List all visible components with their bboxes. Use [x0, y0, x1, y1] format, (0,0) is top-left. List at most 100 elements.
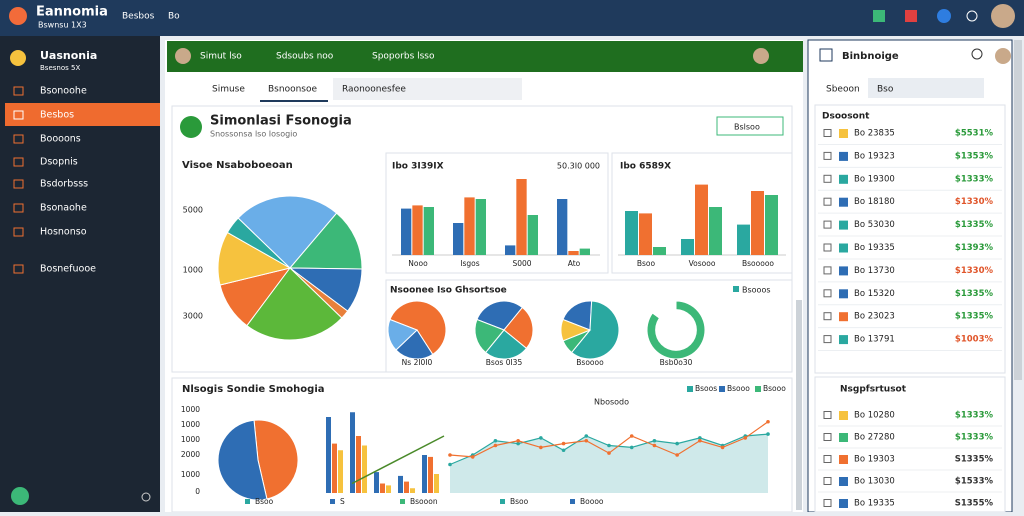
- button[interactable]: [716, 116, 784, 136]
- checkbox[interactable]: [823, 129, 832, 137]
- tab[interactable]: Bsnoonsoe: [268, 85, 317, 95]
- avatar[interactable]: [995, 48, 1011, 64]
- item-icon: [839, 129, 848, 138]
- nav-link[interactable]: Bo: [168, 12, 180, 22]
- nav-link[interactable]: Besbos: [122, 12, 155, 22]
- line-point: [675, 453, 679, 457]
- bar: [568, 251, 579, 255]
- axis-label: 1000: [181, 435, 200, 444]
- checkbox[interactable]: [823, 266, 832, 275]
- axis-label: 0: [195, 487, 200, 496]
- logo[interactable]: [9, 7, 27, 25]
- bar: [374, 472, 379, 493]
- checkbox[interactable]: [823, 312, 832, 321]
- icon[interactable]: [966, 10, 978, 22]
- legend-swatch: [755, 386, 761, 392]
- item-icon: [839, 289, 848, 299]
- line-point: [698, 436, 702, 440]
- pie-label: Bsb0o30: [660, 358, 693, 367]
- axis-label: 1000: [181, 420, 200, 429]
- menu-item[interactable]: Bsonaohe: [40, 203, 87, 214]
- checkbox[interactable]: [823, 477, 832, 485]
- axis-label: 3000: [183, 312, 203, 321]
- chart-label: Nbosodo: [594, 398, 629, 407]
- status-icon[interactable]: [11, 487, 29, 505]
- item-value: $1335%: [955, 312, 994, 322]
- tab[interactable]: Sbeoon: [826, 85, 860, 95]
- bar: [695, 184, 708, 255]
- item-value: $1333%: [955, 174, 994, 184]
- header-link[interactable]: Spoporbs lsso: [372, 52, 435, 62]
- card-subtitle: Snossonsa lso Iosogio: [210, 130, 297, 139]
- line-point: [766, 419, 770, 424]
- line-point: [766, 432, 770, 436]
- item-name: Bo 19303: [854, 455, 895, 465]
- icon[interactable]: [905, 10, 917, 22]
- checkbox[interactable]: [823, 335, 832, 344]
- tab[interactable]: Raonoonesfee: [342, 85, 406, 95]
- checkbox[interactable]: [823, 289, 832, 298]
- menu-item[interactable]: Bsdorbsss: [40, 179, 88, 190]
- pie-slice: [560, 318, 592, 342]
- axis-label: 5000: [183, 206, 203, 215]
- checkbox[interactable]: [823, 220, 832, 229]
- donut-hole: [655, 309, 697, 351]
- checkbox[interactable]: [823, 151, 832, 160]
- menu-item[interactable]: Bsonoohe: [40, 86, 87, 97]
- line-point: [493, 443, 498, 448]
- checkbox[interactable]: [823, 197, 832, 206]
- avatar[interactable]: [753, 48, 769, 64]
- x-label: S: [340, 497, 345, 506]
- header-link[interactable]: Simut lso: [200, 52, 242, 62]
- pie-slice: [237, 195, 338, 269]
- menu-item[interactable]: Boooons: [40, 134, 81, 145]
- tab-box[interactable]: [333, 78, 522, 100]
- line-point: [698, 438, 702, 443]
- tab[interactable]: Simuse: [212, 85, 245, 95]
- pie-slice: [562, 300, 593, 331]
- x-label: Bsoo: [255, 497, 274, 506]
- tab[interactable]: [868, 78, 984, 98]
- menu-item[interactable]: Besbos: [40, 110, 74, 121]
- bar: [625, 211, 638, 255]
- icon[interactable]: [937, 9, 951, 23]
- item-name: Bo 19300: [854, 174, 895, 184]
- menu-item[interactable]: Dsopnis: [40, 157, 78, 168]
- bar: [639, 213, 652, 255]
- eye-icon[interactable]: [141, 492, 151, 502]
- icon[interactable]: [873, 10, 885, 22]
- menu-item[interactable]: Bosnefuooe: [40, 264, 96, 275]
- x-label: Bsooooo: [742, 259, 774, 268]
- checkbox[interactable]: [823, 243, 832, 252]
- section-title: Nsgpfsrtusot: [840, 385, 907, 395]
- chart-title: Ibo 3I39IX: [392, 162, 444, 172]
- checkbox[interactable]: [823, 433, 832, 441]
- scrollbar[interactable]: [1014, 40, 1022, 380]
- legend-swatch: [330, 499, 335, 504]
- checkbox[interactable]: [823, 174, 832, 183]
- bar: [505, 245, 516, 255]
- search-icon[interactable]: [971, 48, 983, 60]
- item-icon: [839, 411, 848, 420]
- item-value: S1335%: [955, 455, 994, 465]
- item-icon: [839, 243, 848, 253]
- header-link[interactable]: Sdsoubs noo: [276, 52, 334, 62]
- panel-header: Binbnoige: [842, 51, 899, 62]
- tab[interactable]: Bso: [877, 85, 894, 95]
- line-point: [516, 438, 520, 443]
- menu-item[interactable]: Hosnonso: [40, 227, 87, 238]
- item-icon: [839, 455, 848, 464]
- checkbox[interactable]: [823, 499, 832, 507]
- scrollbar[interactable]: [796, 300, 802, 510]
- pie-slice: [474, 318, 505, 354]
- x-label: Vosooo: [689, 259, 716, 268]
- sidebar-logo: [10, 50, 26, 66]
- legend-swatch: [719, 386, 725, 392]
- checkbox[interactable]: [823, 455, 832, 463]
- avatar[interactable]: [991, 4, 1015, 28]
- line-point: [607, 451, 611, 455]
- x-label: Isgos: [460, 259, 479, 268]
- button-label[interactable]: Bslsoo: [734, 123, 760, 132]
- checkbox[interactable]: [823, 411, 832, 419]
- bar: [516, 179, 527, 255]
